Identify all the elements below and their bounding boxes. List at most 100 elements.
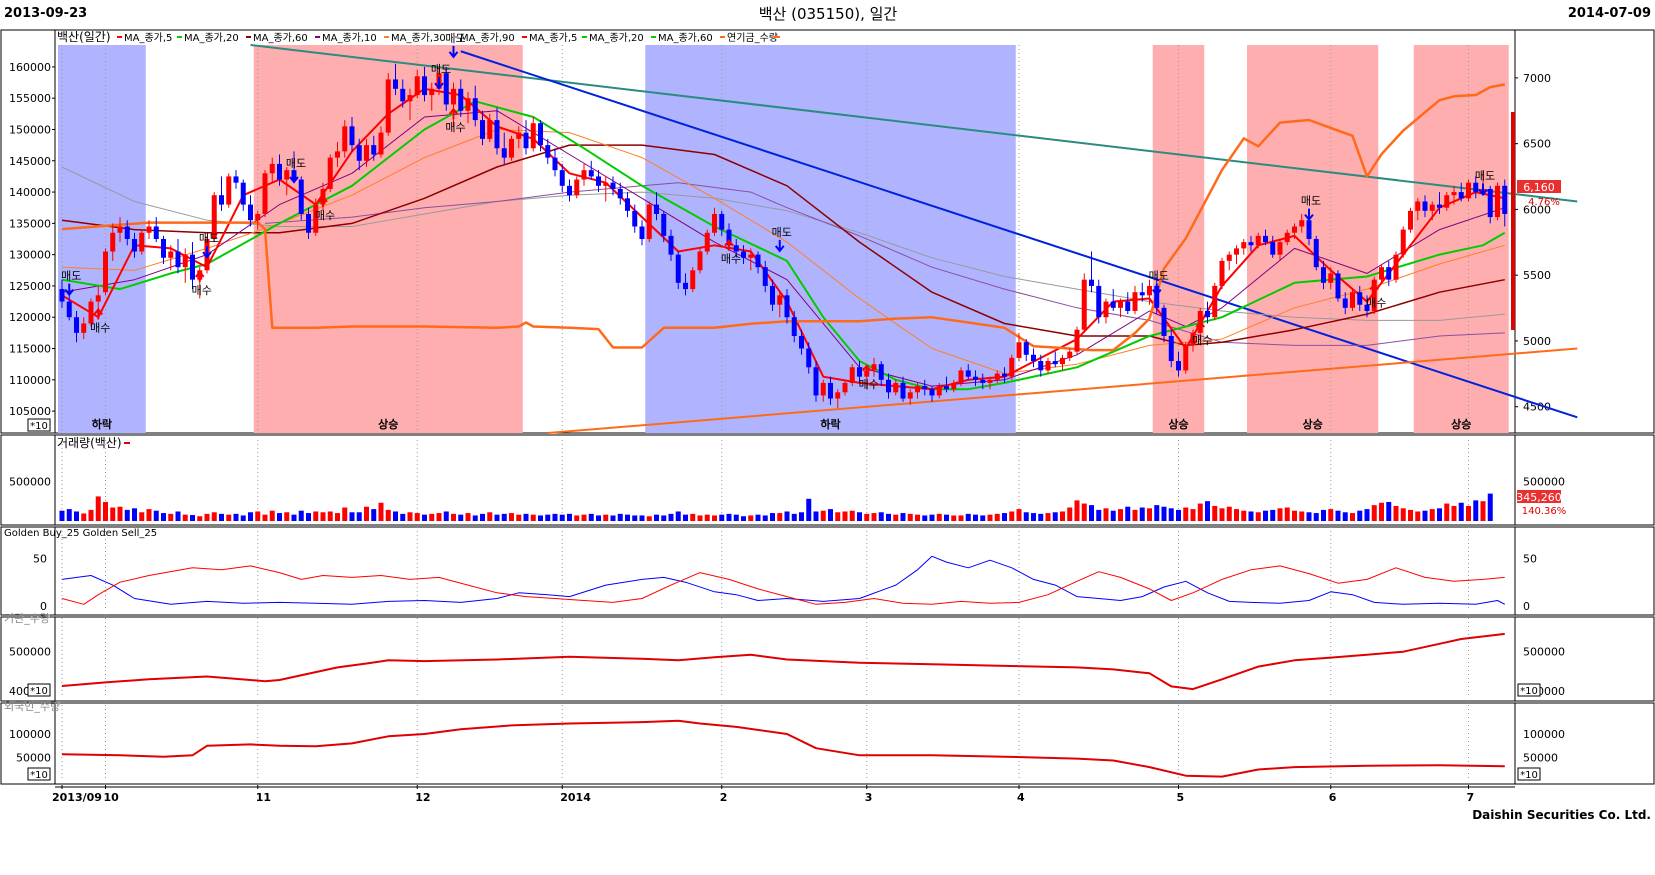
candle [530,116,536,152]
candle-body [342,126,348,152]
candle-body [1038,361,1044,371]
candle [393,63,398,96]
buy-signal-label: 매수 [445,121,465,134]
trend-band-label: 하락 [92,417,112,431]
candle [1226,251,1232,271]
candle [900,376,906,402]
volume-bar [596,515,601,521]
price-tick-label: 115000 [9,343,51,356]
pension-tick-label: 5500 [1523,269,1551,282]
volume-bar [994,513,1000,521]
candle-body [1415,201,1421,211]
volume-bar [748,515,754,521]
month-gridlines [61,45,1469,779]
candle [494,107,500,155]
volume-bar [182,514,188,521]
last-value-badge-box [1517,180,1561,193]
candle-body [364,145,369,161]
volume-bar [1139,507,1145,521]
candle-body [712,213,717,233]
volume-bar [451,513,456,521]
candle-body [893,382,899,393]
sell-signal-label: 매도 [199,232,219,245]
volume-bar [1357,510,1363,521]
x-tick-label: 11 [256,791,271,804]
candle-body [313,204,319,233]
candle [226,173,232,208]
down-arrow-icon [1478,183,1488,197]
candle-body [1161,307,1167,336]
x-tick-label: 2013/09 [52,791,102,804]
candle [973,370,978,387]
candle-body [654,204,659,214]
candle-body [922,386,928,390]
candle [1342,292,1348,315]
candle-body [748,254,754,258]
candle-body [1350,292,1355,308]
buy-signal: 매수 [721,239,741,266]
candle [1052,351,1058,368]
price-tick-label: 130000 [9,249,51,262]
candle [335,142,340,168]
price-y-ticks: 105000 110000 115000 120000 125000 130000 1350… [9,61,55,418]
candle-body [857,367,862,377]
price-tick-label: 120000 [9,311,51,324]
candle-body [487,120,493,139]
price-tick-label: 140000 [9,186,51,199]
candle-body [668,235,674,255]
sell-signal-label: 매도 [286,157,306,170]
trend-bands: 하락 상승 하락 상승 상승 상승 [58,45,1509,433]
golden-legend-title: Golden Buy_25 Golden Sell_25 [4,528,157,539]
candle [799,329,804,355]
candle [784,289,790,324]
candle [907,389,913,405]
candle [59,279,65,308]
candle-body [88,301,94,324]
volume-bar [1016,509,1022,521]
volume-bar [1038,513,1044,521]
up-arrow-icon [194,270,205,282]
candle [1103,298,1109,324]
candle [741,245,746,265]
volume-bar [835,512,841,521]
candle [117,217,123,243]
candle [958,367,964,387]
volume-bar [1212,505,1218,521]
volume-bar [255,511,261,521]
volume-bar [1364,509,1370,521]
volume-bar [719,514,725,521]
candle-body [617,188,623,199]
volume-bar [117,506,123,521]
volume-bar [262,514,268,521]
golden-tick-right: 0 [1523,600,1530,613]
candle-body [980,379,986,383]
candle-body [1386,267,1392,280]
institution-legend-title: 기관_수량 [4,612,50,625]
price-tick-label: 150000 [9,123,51,136]
candle-body [1437,204,1442,208]
volume-bar [690,513,696,521]
candle [371,135,377,161]
candle [146,220,152,239]
volume-bar [1328,509,1334,521]
volume-bar [646,516,652,521]
trendline-teal [250,44,1578,203]
candle [1458,182,1464,202]
volume-bar [211,512,217,521]
candle [378,126,384,158]
candle [277,154,282,186]
candle-body [277,163,282,180]
candle [1002,367,1007,383]
volume-bar [219,513,224,521]
candle-body [784,295,790,318]
volume-bar [1321,509,1326,521]
candle-body [494,120,500,149]
candle-body [240,182,246,205]
golden-tick-right: 50 [1523,552,1537,565]
volume-bar [1284,507,1290,521]
candle-body [791,317,797,336]
volume-bar [806,498,812,521]
candle-body [1067,351,1073,358]
volume-bar [277,513,282,521]
